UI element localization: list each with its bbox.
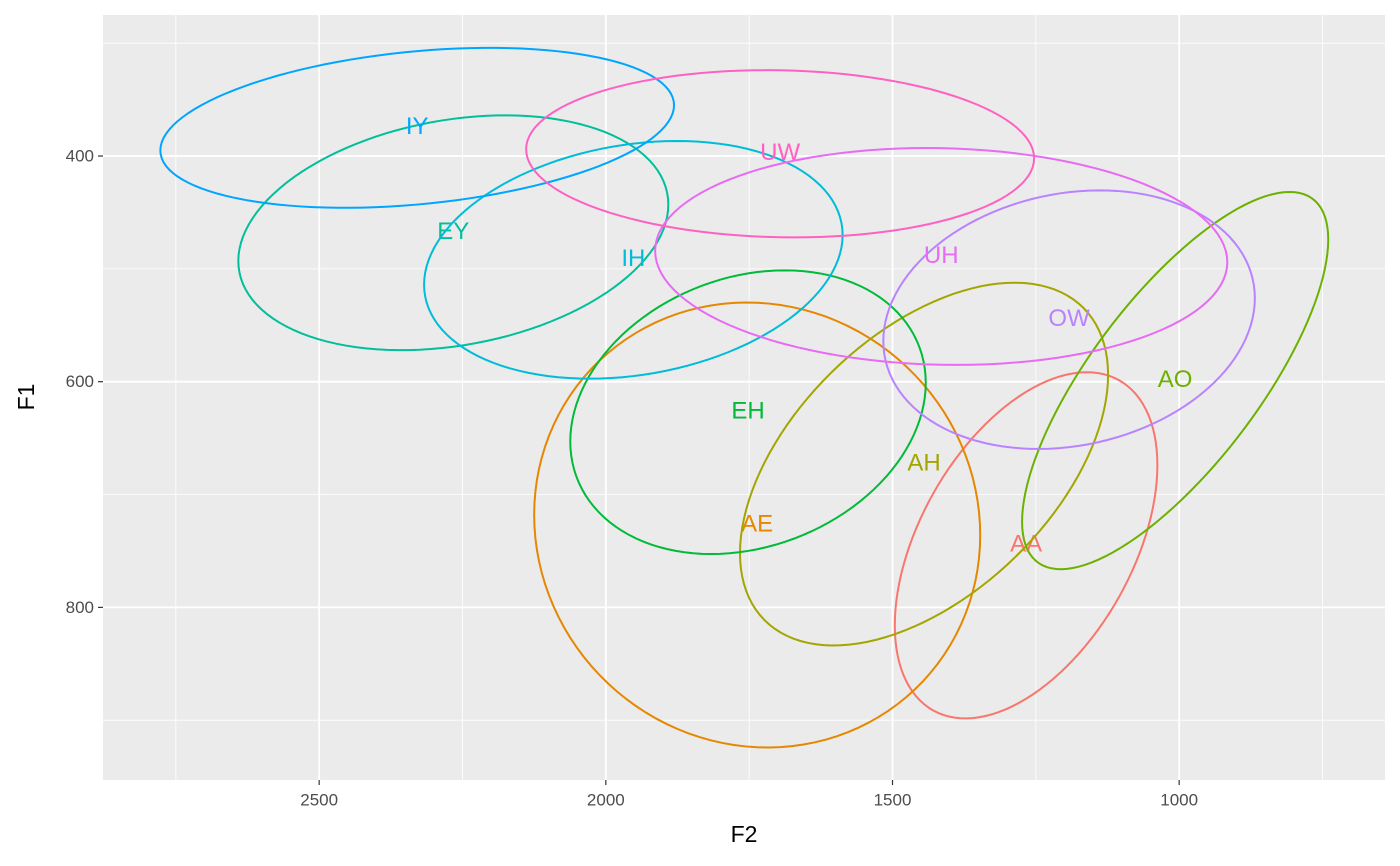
ellipse [882,189,1256,450]
ellipse-label: IY [406,113,429,140]
ellipse-label: UH [924,242,959,269]
ellipse [893,371,1159,720]
ellipse [738,281,1110,647]
ellipse [533,301,982,749]
ellipse-label: AH [907,449,940,476]
ellipse [237,114,670,352]
panel [103,15,1385,780]
y-tick-label: 600 [66,372,94,391]
ellipse [569,269,927,556]
y-axis-title: F1 [13,384,39,411]
ellipse [423,140,844,380]
ellipse [525,69,1036,239]
x-tick-label: 2000 [587,790,625,809]
y-tick-label: 400 [66,147,94,166]
x-tick-label: 1500 [874,790,912,809]
ellipse-label: EH [731,398,764,425]
ellipse [1021,190,1330,571]
ellipse-label: AO [1158,366,1193,393]
ellipse [159,46,676,209]
y-tick-label: 800 [66,598,94,617]
x-axis-title: F2 [731,821,758,847]
ellipse-label: UW [760,139,800,166]
x-tick-label: 2500 [300,790,338,809]
ellipse-label: IH [621,245,645,272]
ellipse-label: OW [1048,305,1090,332]
ellipse-label: AE [741,510,773,537]
ellipse [654,146,1229,366]
x-tick-label: 1000 [1160,790,1198,809]
